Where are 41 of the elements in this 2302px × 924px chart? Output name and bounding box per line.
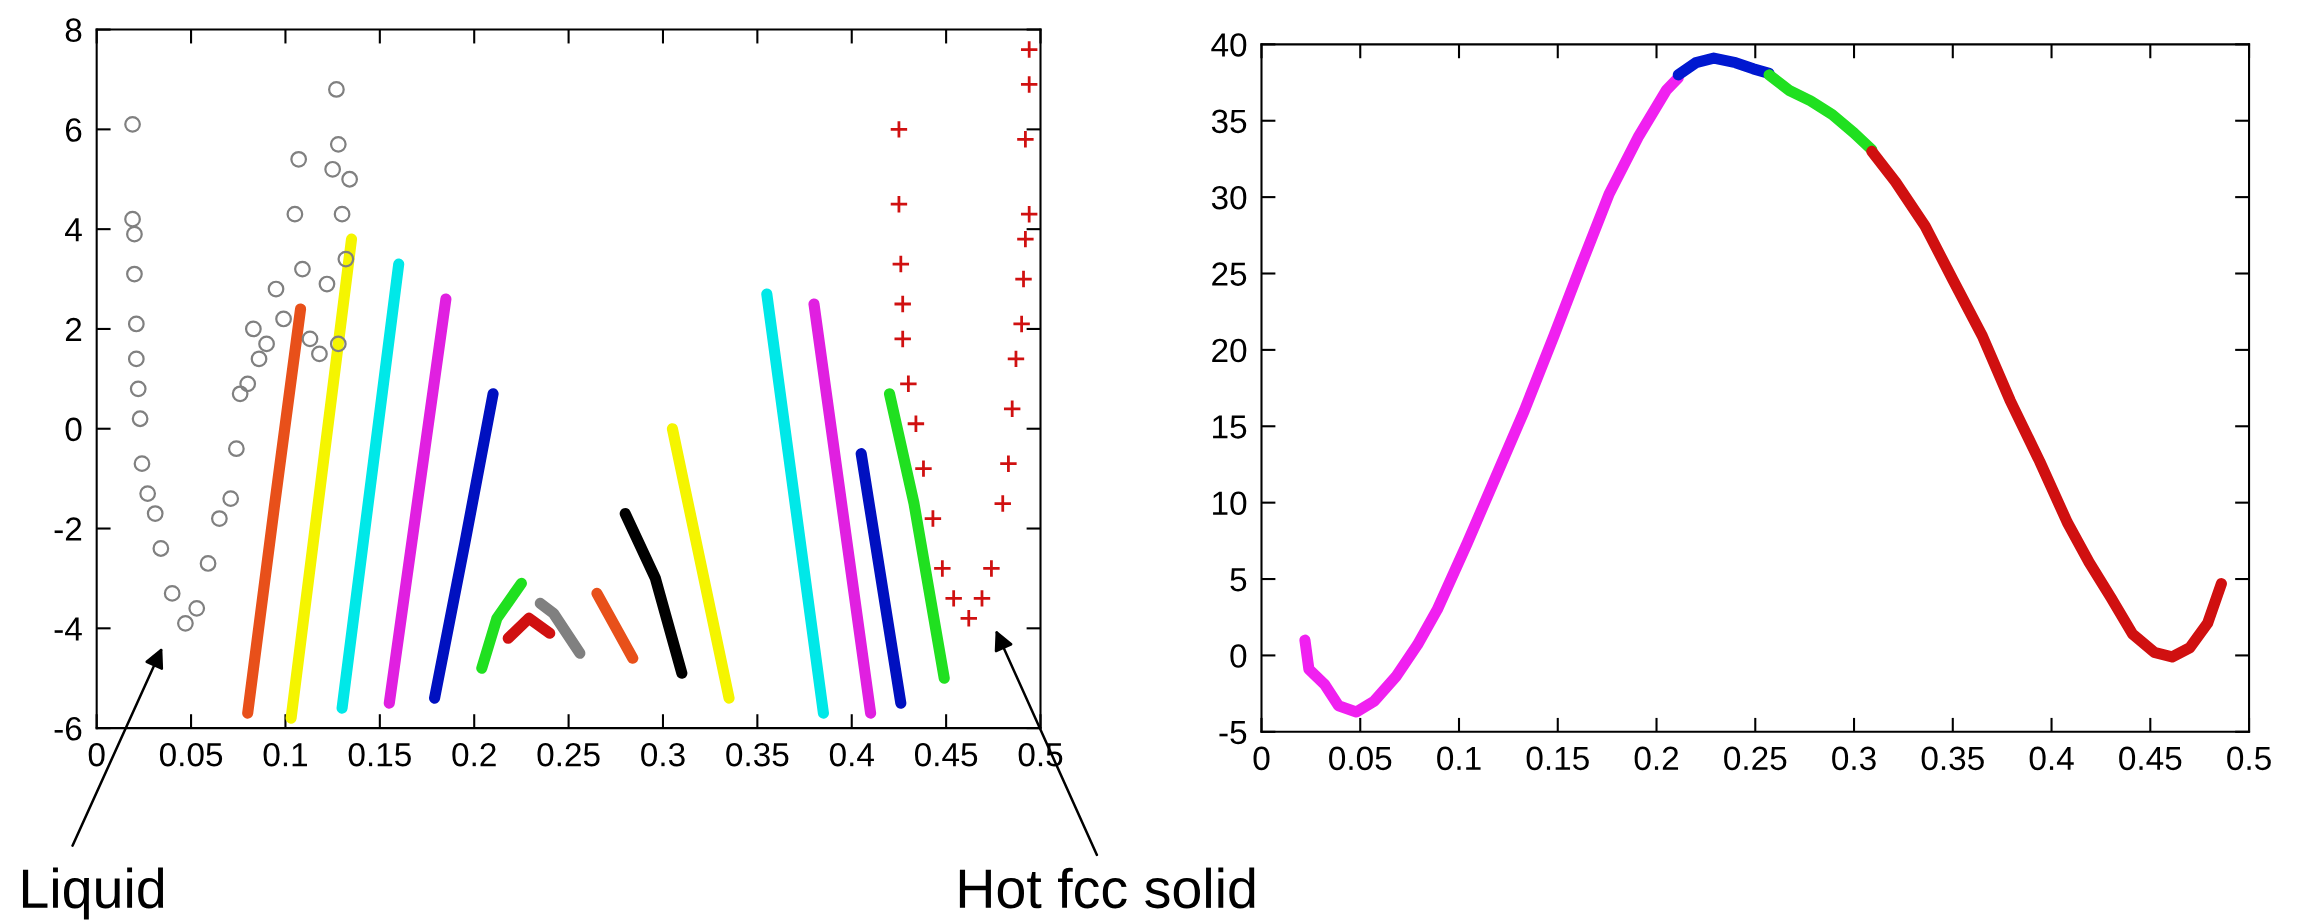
y-tick-label: 6 xyxy=(65,118,82,142)
y-tick-label: 40 xyxy=(1211,33,1247,57)
x-tick-label: 0.45 xyxy=(914,742,978,767)
x-tick-label: 0.25 xyxy=(537,742,600,767)
x-tick-label: 0.5 xyxy=(2227,746,2271,771)
y-tick-label: -6 xyxy=(54,716,82,741)
x-tick-label: 0.15 xyxy=(348,742,411,767)
x-tick-label: 0.25 xyxy=(1724,746,1787,771)
x-tick-label: 0.1 xyxy=(1437,746,1481,771)
x-tick-label: 0.4 xyxy=(829,742,874,767)
x-tick-label: 0.4 xyxy=(2029,746,2074,771)
y-tick-label: 0 xyxy=(1230,644,1247,668)
y-tick-label: 35 xyxy=(1211,109,1247,134)
x-tick-label: 0.1 xyxy=(263,742,307,767)
y-tick-label: 10 xyxy=(1213,491,1247,516)
x-tick-label: 0 xyxy=(88,742,105,767)
y-tick-label: 8 xyxy=(65,18,82,42)
y-tick-label: 25 xyxy=(1212,262,1247,286)
y-tick-label: 20 xyxy=(1212,338,1247,363)
text: Liquid xyxy=(22,867,164,920)
x-tick-label: 0 xyxy=(1253,746,1270,771)
x-tick-label: 0.2 xyxy=(1634,746,1679,771)
y-tick-label: -5 xyxy=(1219,720,1247,745)
x-tick-label: 0.45 xyxy=(2119,746,2182,771)
y-tick-label: 4 xyxy=(65,218,82,242)
x-tick-label: 0.15 xyxy=(1526,746,1589,771)
x-tick-label: 0.35 xyxy=(726,742,789,767)
x-tick-label: 0.3 xyxy=(641,742,685,767)
x-tick-label: 0.05 xyxy=(159,742,223,767)
y-tick-label: -2 xyxy=(54,517,82,541)
y-tick-label: 5 xyxy=(1230,568,1247,592)
x-tick-label: 0.35 xyxy=(1921,746,1984,771)
y-tick-label: -4 xyxy=(54,617,82,641)
x-tick-label: 0.05 xyxy=(1329,746,1392,771)
text: Hot fcc solid xyxy=(959,867,1255,909)
y-tick-label: 15 xyxy=(1213,415,1247,439)
y-tick-label: 0 xyxy=(65,417,82,442)
x-tick-label: 0.2 xyxy=(452,742,496,767)
y-tick-label: 2 xyxy=(65,317,82,342)
x-tick-label: 0.3 xyxy=(1832,746,1876,771)
y-tick-label: 30 xyxy=(1211,185,1247,210)
